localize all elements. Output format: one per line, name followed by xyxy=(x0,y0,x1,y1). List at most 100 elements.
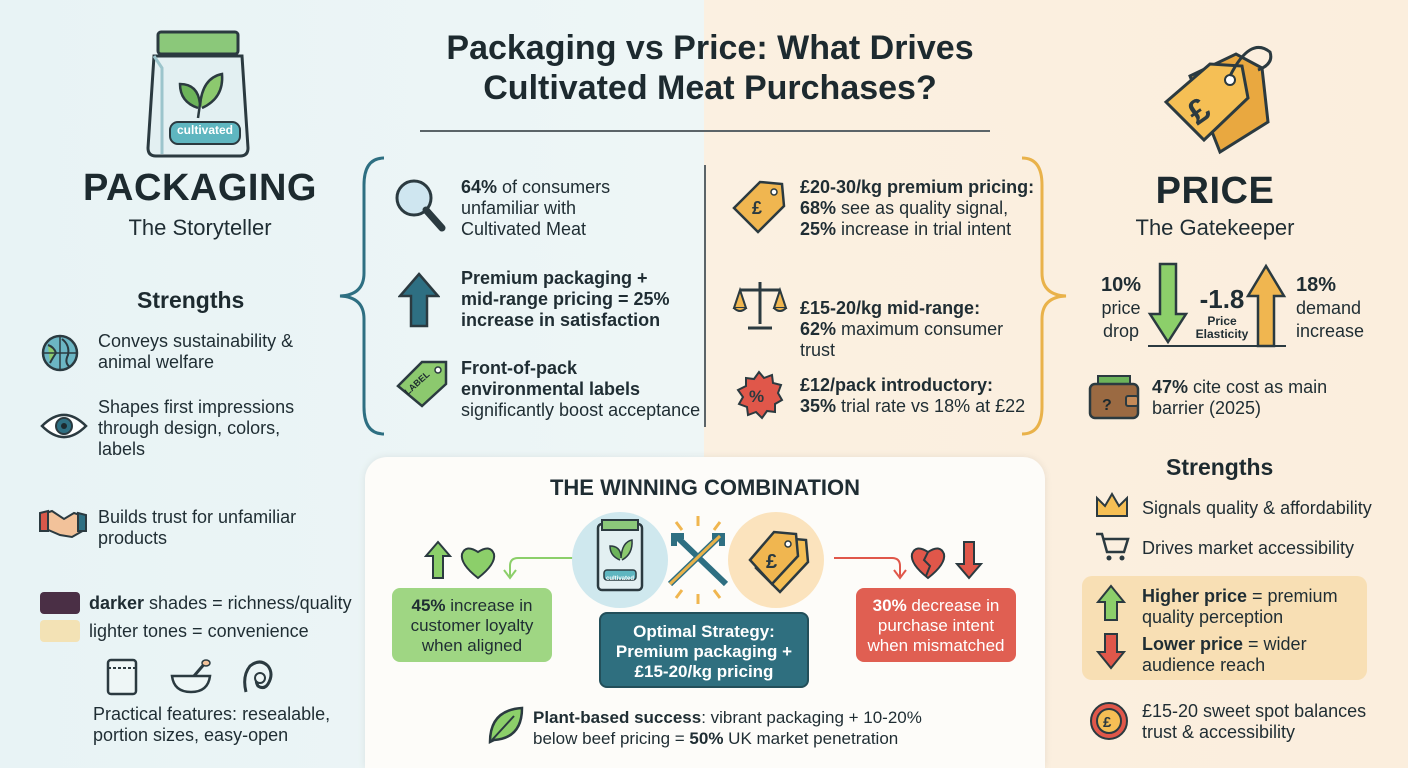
stat-front-of-pack-bold: Front-of-pack environmental labels xyxy=(461,358,641,399)
combination-visual: £ xyxy=(572,512,824,608)
price-strengths-title: Strengths xyxy=(1166,454,1274,480)
stat-introductory: £12/pack introductory: 35% trial rate vs… xyxy=(800,375,1040,417)
svg-text:£: £ xyxy=(766,551,777,573)
higher-price-label: Higher price xyxy=(1142,586,1248,606)
mismatch-text: decrease in purchase intent when mismatc… xyxy=(867,596,1005,655)
stat-mid-range-text: maximum consumer trust xyxy=(800,319,1004,360)
higher-price-desc: = premium quality perception xyxy=(1142,586,1338,627)
loyalty-box: 45% increase in customer loyalty when al… xyxy=(392,588,552,662)
cost-barrier: 47% cite cost as main barrier (2025) xyxy=(1152,377,1352,419)
mismatch-box: 30% decrease in purchase intent when mis… xyxy=(856,588,1016,662)
stat-premium-pricing-l2: 68% see as quality signal, xyxy=(800,198,1070,219)
svg-text:%: % xyxy=(749,387,764,406)
packaging-subheading: The Storyteller xyxy=(128,215,272,240)
easy-open-icon xyxy=(243,660,273,693)
stat-trial-pct: 25% xyxy=(800,219,837,239)
loyalty-text: increase in customer loyalty when aligne… xyxy=(410,596,534,655)
price-drop-label: price drop xyxy=(1101,298,1141,341)
stat-unfamiliar-text: of consumers unfamiliar with Cultivated … xyxy=(461,177,611,239)
price-drop-value: 10% xyxy=(1100,274,1142,296)
title-divider xyxy=(420,130,990,132)
cost-barrier-pct: 47% xyxy=(1152,377,1189,397)
up-arrow-icon xyxy=(398,272,440,328)
elasticity-label: Price Elasticity xyxy=(1195,314,1249,341)
strength-first-impressions: Shapes first impressions through design,… xyxy=(98,397,295,459)
sweet-spot: £15-20 sweet spot balances trust & acces… xyxy=(1142,701,1367,742)
price-heading: PRICE xyxy=(1155,170,1275,212)
darker-label: darker xyxy=(89,593,145,613)
demand-increase: 18% demand increase xyxy=(1296,274,1372,343)
left-brace xyxy=(339,156,385,436)
handshake-icon xyxy=(39,509,87,539)
bag-label: cultivated xyxy=(176,123,233,137)
stat-front-of-pack: Front-of-pack environmental labels signi… xyxy=(461,358,701,421)
red-down-arrow-icon xyxy=(1096,633,1126,670)
plant-based-pct: 50% xyxy=(689,729,724,748)
leaf-icon xyxy=(488,706,524,745)
demand-increase-label: demand increase xyxy=(1296,298,1365,341)
stat-trial-text: increase in trial intent xyxy=(836,219,1012,239)
lighter-tones-text: lighter tones = convenience xyxy=(89,621,309,641)
stat-premium-pricing: £20-30/kg premium pricing: 68% see as qu… xyxy=(800,177,1070,240)
connector-left xyxy=(503,557,576,580)
stat-mid-range-title: £15-20/kg mid-range: xyxy=(800,298,981,318)
winning-title: THE WINNING COMBINATION xyxy=(549,475,860,500)
green-up-arrow-icon xyxy=(1096,584,1126,621)
elasticity-arrows xyxy=(1147,262,1287,348)
lower-price-desc: = wider audience reach xyxy=(1142,634,1307,675)
elasticity-block: -1.8 Price Elasticity xyxy=(1186,284,1258,341)
price-subheading: The Gatekeeper xyxy=(1135,215,1295,240)
strength-sustainability: Conveys sustainability & animal welfare xyxy=(98,331,294,372)
label-tag-icon xyxy=(396,360,448,408)
demand-increase-value: 18% xyxy=(1296,274,1337,296)
price-tag-hero-icon: £ xyxy=(1163,46,1273,155)
up-arrow-heart-icons xyxy=(424,540,496,580)
stat-unfamiliar: 64% of consumers unfamiliar with Cultiva… xyxy=(461,177,661,240)
packaging-strengths-title: Strengths xyxy=(137,287,245,313)
higher-price-text: Higher price = premium quality perceptio… xyxy=(1142,586,1362,628)
portion-bowl-icon xyxy=(170,659,212,694)
svg-text:?: ? xyxy=(1102,397,1112,414)
price-perception-box xyxy=(1082,576,1367,680)
loyalty-pct: 45% xyxy=(411,596,446,615)
practical-features: Practical features: resealable, portion … xyxy=(93,704,331,745)
wallet-icon: ? xyxy=(1088,375,1140,420)
stat-introductory-title: £12/pack introductory: xyxy=(800,375,994,395)
mismatch-pct: 30% xyxy=(872,596,907,615)
globe-icon xyxy=(41,334,79,372)
stat-premium-pricing-title: £20-30/kg premium pricing: xyxy=(800,177,1035,197)
stat-introductory-pct: 35% xyxy=(800,396,837,416)
plant-based-text1: : vibrant packaging + 10-20% xyxy=(701,708,922,727)
plant-based-text2: below beef pricing = xyxy=(533,729,690,748)
plant-based-text3: UK market penetration xyxy=(723,729,899,748)
darker-desc: shades = richness/quality xyxy=(144,593,352,613)
plant-based-label: Plant-based success xyxy=(533,708,702,727)
lower-price-label: Lower price xyxy=(1142,634,1244,654)
mini-bag-label: cultivated xyxy=(605,576,634,582)
stat-premium-text: see as quality signal, xyxy=(836,198,1009,218)
stat-premium-pct: 68% xyxy=(800,198,837,218)
page-title: Packaging vs Price: What Drives Cultivat… xyxy=(446,29,974,107)
broken-heart-down-arrow-icons xyxy=(910,541,984,580)
price-strength-quality: Signals quality & affordability xyxy=(1142,498,1372,518)
optimal-strategy-box: Optimal Strategy: Premium packaging + £1… xyxy=(599,612,809,688)
stat-introductory-text: trial rate vs 18% at £22 xyxy=(836,396,1026,416)
magnifier-icon xyxy=(395,179,446,232)
stat-front-of-pack-text: significantly boost acceptance xyxy=(461,400,701,420)
stat-satisfaction: Premium packaging + mid-range pricing = … xyxy=(461,268,670,330)
stat-mid-range: £15-20/kg mid-range: 62% maximum consume… xyxy=(800,298,1030,361)
stat-mid-range-pct: 62% xyxy=(800,319,837,339)
price-tag-icon: £ xyxy=(732,180,786,234)
resealable-bag-icon xyxy=(106,658,138,696)
shopping-cart-icon xyxy=(1096,532,1130,561)
strength-builds-trust: Builds trust for unfamiliar products xyxy=(98,507,297,548)
target-pound-icon: £ xyxy=(1090,702,1128,740)
packaging-bag-icon xyxy=(146,30,250,158)
lower-price-text: Lower price = wider audience reach xyxy=(1142,634,1362,676)
eye-icon xyxy=(40,413,88,439)
stat-unfamiliar-pct: 64% xyxy=(461,177,498,197)
center-divider xyxy=(704,165,706,427)
discount-badge-icon: % xyxy=(736,370,784,420)
packaging-heading: PACKAGING xyxy=(83,167,317,209)
svg-text:£: £ xyxy=(752,198,762,218)
